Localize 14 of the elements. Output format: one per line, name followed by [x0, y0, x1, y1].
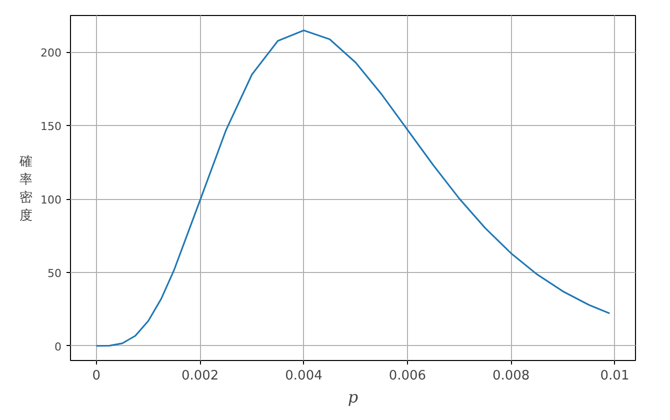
x-axis-title: p: [348, 388, 358, 406]
y-axis-title: 確率密度: [18, 154, 33, 222]
x-tick-label: 0.01: [600, 368, 630, 384]
x-tick-label: 0: [92, 368, 101, 384]
x-tick-label: 0.006: [388, 368, 426, 384]
y-tick-label: 150: [40, 120, 62, 134]
y-tick-label: 50: [48, 266, 62, 280]
y-tick-label: 100: [40, 194, 62, 207]
x-tick-label: 0.008: [492, 368, 530, 384]
x-tick-label: 0.004: [285, 368, 322, 384]
x-tick-label: 0.002: [181, 368, 219, 384]
y-tick-label: 200: [40, 46, 62, 60]
line-series: [96, 30, 610, 347]
y-tick-label: 0: [54, 340, 62, 354]
